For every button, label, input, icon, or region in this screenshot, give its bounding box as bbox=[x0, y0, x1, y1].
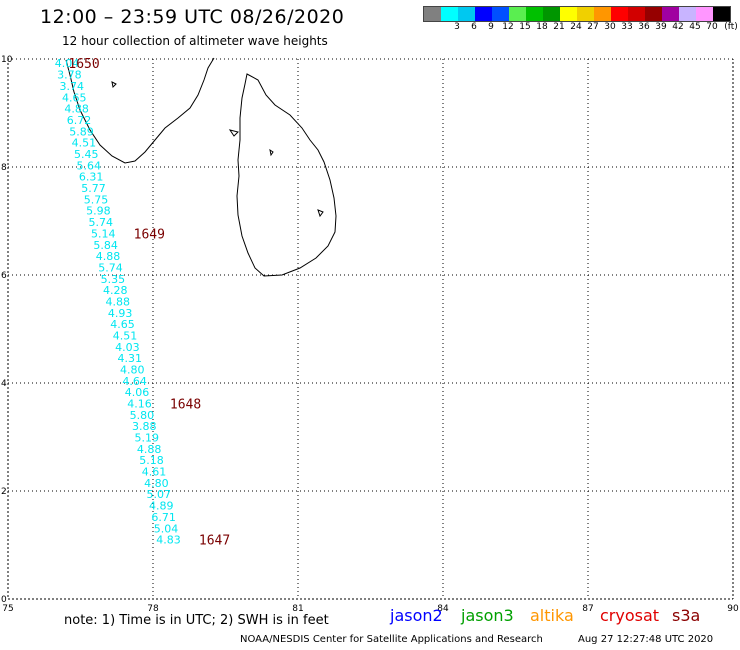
generation-timestamp: Aug 27 12:27:48 UTC 2020 bbox=[578, 634, 713, 645]
sri-lanka-coastline bbox=[237, 74, 336, 276]
swh-value: 4.83 bbox=[156, 534, 181, 547]
legend-cryosat: cryosat bbox=[600, 606, 659, 625]
pass-time-label: 1650 bbox=[68, 57, 99, 72]
small-island-3 bbox=[112, 82, 116, 87]
x-tick-label: 87 bbox=[582, 604, 593, 614]
units-note: note: 1) Time is in UTC; 2) SWH is in fe… bbox=[64, 613, 329, 628]
small-island-1 bbox=[270, 150, 273, 155]
pass-time-label: 1648 bbox=[170, 398, 201, 413]
small-island-2 bbox=[318, 210, 323, 216]
y-tick-label: 8 bbox=[1, 163, 7, 173]
mannar-island bbox=[230, 130, 238, 136]
pass-time-label: 1649 bbox=[134, 227, 165, 242]
y-tick-label: 0 bbox=[1, 595, 7, 605]
axis-tick-labels: 75 78 81 84 87 90 0 2 4 6 8 10 bbox=[1, 55, 739, 614]
legend-jason3: jason3 bbox=[461, 606, 514, 625]
legend-jason2: jason2 bbox=[390, 606, 443, 625]
y-tick-label: 10 bbox=[1, 55, 13, 65]
y-tick-label: 4 bbox=[1, 379, 7, 389]
wave-height-map: 75 78 81 84 87 900246810 4.043.783.744.654.88… bbox=[0, 0, 740, 650]
legend-s3a: s3a bbox=[672, 606, 700, 625]
swh-values: 4.043.783.744.654.886.725.894.515.455.64… bbox=[55, 57, 181, 547]
x-tick-label: 75 bbox=[2, 604, 13, 614]
x-tick-label: 90 bbox=[727, 604, 739, 614]
y-tick-label: 6 bbox=[1, 271, 7, 281]
legend-altika: altika bbox=[530, 606, 574, 625]
y-tick-label: 2 bbox=[1, 487, 7, 497]
credit-text: NOAA/NESDIS Center for Satellite Applica… bbox=[240, 634, 543, 645]
pass-time-label: 1647 bbox=[199, 534, 230, 549]
